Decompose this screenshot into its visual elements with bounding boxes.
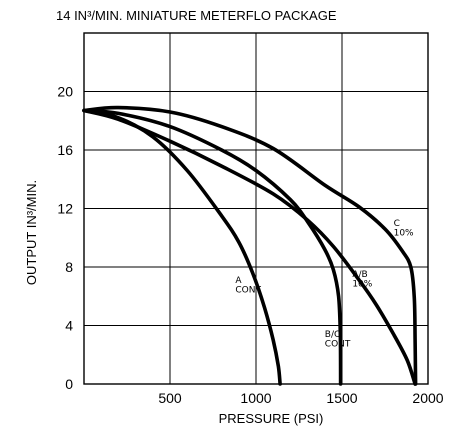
curve-label-a-b-10: A/B 10% <box>352 270 372 290</box>
x-tick-label: 1000 <box>240 390 271 406</box>
x-tick-label: 500 <box>158 390 182 406</box>
grid <box>84 33 428 384</box>
curve-b-c-cont <box>82 108 343 386</box>
curve-label-a-cont: A CONT <box>235 276 261 296</box>
curve-label-c-10: C 10% <box>394 219 414 239</box>
curve-a-cont <box>82 108 282 386</box>
curve-c-10 <box>82 105 418 386</box>
curve-layer <box>82 105 418 386</box>
y-tick-label: 16 <box>57 142 73 158</box>
x-axis-label: PRESSURE (PSI) <box>219 411 324 426</box>
curve-labels: C 10% A/B 10% B/C CONT A CONT <box>235 219 414 350</box>
curve-label-b-c-cont: B/C CONT <box>325 330 351 350</box>
plot-frame <box>83 32 429 385</box>
tick-labels: 500 1000 1500 2000 0 4 8 12 16 20 <box>57 84 443 407</box>
x-tick-label: 1500 <box>326 390 357 406</box>
y-tick-label: 0 <box>65 376 73 392</box>
y-axis-label: OUTPUT IN³/MIN. <box>24 180 39 285</box>
y-tick-label: 8 <box>65 259 73 275</box>
x-tick-label: 2000 <box>412 390 443 406</box>
y-tick-label: 20 <box>57 84 73 100</box>
y-tick-label: 4 <box>65 318 73 334</box>
chart-title: 14 IN³/MIN. MINIATURE METERFLO PACKAGE <box>56 8 337 23</box>
curve-a-b-10 <box>82 108 417 386</box>
y-tick-label: 12 <box>57 201 73 217</box>
